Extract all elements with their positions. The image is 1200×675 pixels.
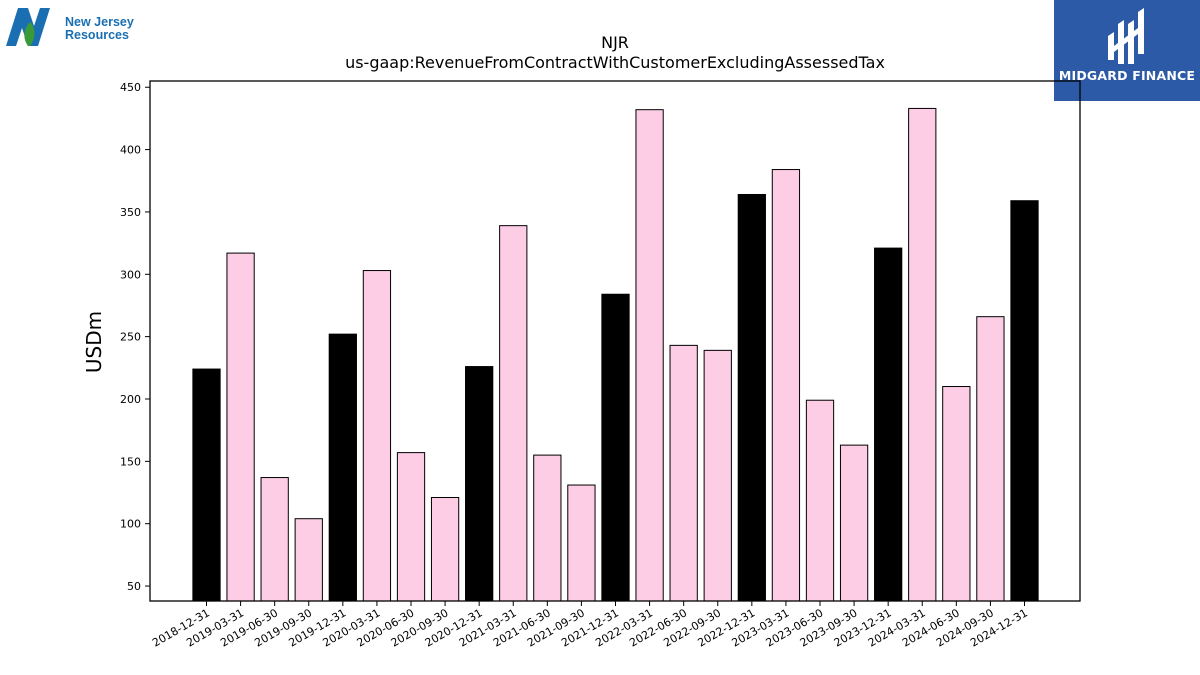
midgard-finance-logo: MIDGARD FINANCE xyxy=(1054,0,1200,101)
njr-logo-line1: New Jersey xyxy=(65,15,134,29)
midgard-mark-icon xyxy=(1108,8,1144,64)
bar-2023-09-30 xyxy=(839,444,869,602)
y-tick-label: 150 xyxy=(120,455,141,468)
bar-2022-12-31 xyxy=(737,193,766,602)
bar-2019-12-31 xyxy=(328,333,357,602)
bar-2022-06-30 xyxy=(669,344,698,602)
leaf-icon xyxy=(24,22,35,46)
bar-2020-09-30 xyxy=(430,497,460,602)
njr-logo: New Jersey Resources xyxy=(6,8,134,46)
bar-2021-12-31 xyxy=(601,293,630,602)
bar-2021-06-30 xyxy=(533,454,562,602)
bar-2019-06-30 xyxy=(260,477,289,602)
y-tick-label: 300 xyxy=(120,268,141,281)
bar-2019-03-31 xyxy=(226,252,255,602)
bars-group xyxy=(192,107,1039,602)
bar-2020-06-30 xyxy=(396,452,426,602)
y-tick-label: 50 xyxy=(127,580,141,593)
y-axis-label: USDm xyxy=(82,311,106,373)
bar-2022-03-31 xyxy=(635,109,664,602)
y-tick-label: 400 xyxy=(120,144,141,157)
y-tick-label: 350 xyxy=(120,206,141,219)
chart-subtitle: us-gaap:RevenueFromContractWithCustomerE… xyxy=(345,53,885,72)
bar-2021-09-30 xyxy=(567,484,596,602)
y-tick-label: 450 xyxy=(120,81,141,94)
y-tick-label: 250 xyxy=(120,331,141,344)
bar-2024-09-30 xyxy=(976,316,1005,602)
bar-2023-03-31 xyxy=(771,169,801,602)
midgard-logo-text: MIDGARD FINANCE xyxy=(1058,68,1196,83)
bar-2024-03-31 xyxy=(908,107,937,602)
bar-2018-12-31 xyxy=(192,368,221,602)
njr-logo-line2: Resources xyxy=(65,28,129,42)
bar-2023-12-31 xyxy=(874,247,903,602)
x-ticks-group: 2018-12-312019-03-312019-06-302019-09-30… xyxy=(150,601,1030,650)
chart-title: NJR xyxy=(601,33,629,52)
bar-2020-03-31 xyxy=(362,270,392,602)
bar-2024-06-30 xyxy=(942,386,971,602)
bar-2023-06-30 xyxy=(805,399,835,602)
bar-2019-09-30 xyxy=(294,518,323,602)
bar-2020-12-31 xyxy=(465,366,494,602)
bar-2024-12-31 xyxy=(1010,200,1039,602)
bar-2022-09-30 xyxy=(703,349,732,602)
y-tick-label: 100 xyxy=(120,518,141,531)
y-ticks-group: 50 100 150 200 250 300 350 400 450 xyxy=(120,81,150,593)
plot-frame xyxy=(149,80,1081,602)
y-tick-label: 200 xyxy=(120,393,141,406)
bar-2021-03-31 xyxy=(499,225,528,602)
